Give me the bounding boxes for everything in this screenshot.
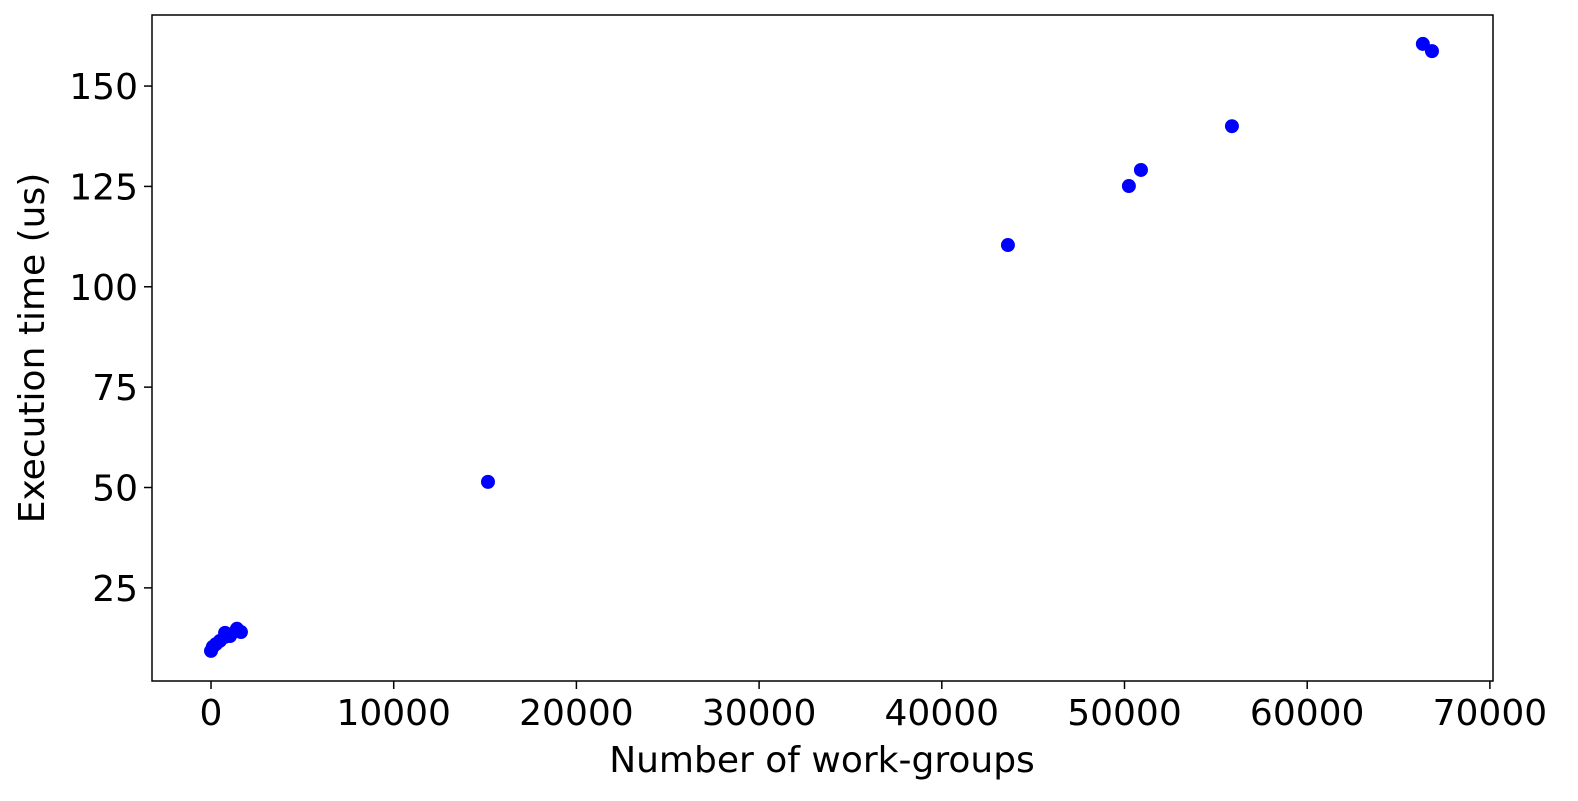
y-tick-label: 150 (69, 67, 138, 108)
x-tick-label: 70000 (1433, 693, 1548, 734)
point (1000, 238, 1015, 253)
y-tick-label: 100 (69, 268, 138, 309)
point (1424, 44, 1439, 59)
x-tick-label: 20000 (519, 693, 634, 734)
x-tick-label: 50000 (1067, 693, 1182, 734)
x-tick-label: 0 (200, 693, 223, 734)
y-tick-label: 125 (69, 167, 138, 208)
x-tick-label: 40000 (885, 693, 1000, 734)
point (1121, 179, 1136, 194)
point (1224, 119, 1239, 134)
y-tick-label: 25 (92, 569, 138, 610)
y-axis-label: Execution time (us) (12, 173, 53, 524)
x-tick-label: 10000 (336, 693, 451, 734)
y-tick-label: 50 (92, 469, 138, 510)
x-tick-label: 30000 (702, 693, 817, 734)
point (480, 474, 495, 489)
point (229, 621, 244, 636)
x-axis-label: Number of work-groups (609, 740, 1035, 781)
x-tick-label: 60000 (1250, 693, 1365, 734)
y-tick-label: 75 (92, 368, 138, 409)
point (1133, 162, 1148, 177)
plot-frame (151, 14, 1494, 682)
